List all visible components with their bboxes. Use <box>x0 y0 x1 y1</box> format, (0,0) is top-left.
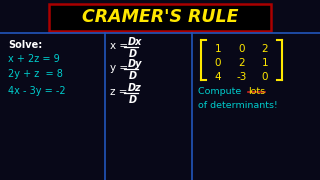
Text: lots: lots <box>248 87 265 96</box>
Text: 2: 2 <box>262 44 268 54</box>
Text: 4x - 3y = -2: 4x - 3y = -2 <box>8 86 66 96</box>
Text: x + 2z = 9: x + 2z = 9 <box>8 54 60 64</box>
Text: z =: z = <box>110 87 127 97</box>
Text: Solve:: Solve: <box>8 40 42 50</box>
Text: 4: 4 <box>215 72 221 82</box>
Text: Compute: Compute <box>198 87 244 96</box>
Text: 1: 1 <box>262 58 268 68</box>
Text: 0: 0 <box>239 44 245 54</box>
FancyBboxPatch shape <box>49 4 271 31</box>
Text: 0: 0 <box>262 72 268 82</box>
Text: Dy: Dy <box>128 59 142 69</box>
Text: 2: 2 <box>239 58 245 68</box>
Text: 1: 1 <box>215 44 221 54</box>
Text: x =: x = <box>110 41 128 51</box>
Text: CRAMER'S RULE: CRAMER'S RULE <box>82 8 238 26</box>
Text: D: D <box>129 95 137 105</box>
Text: Dx: Dx <box>128 37 142 47</box>
Text: -3: -3 <box>237 72 247 82</box>
Text: 0: 0 <box>215 58 221 68</box>
Text: D: D <box>129 71 137 81</box>
Text: y =: y = <box>110 63 128 73</box>
Text: 2y + z  = 8: 2y + z = 8 <box>8 69 63 79</box>
Text: of determinants!: of determinants! <box>198 101 278 110</box>
Text: Dz: Dz <box>128 83 141 93</box>
Text: D: D <box>129 49 137 59</box>
